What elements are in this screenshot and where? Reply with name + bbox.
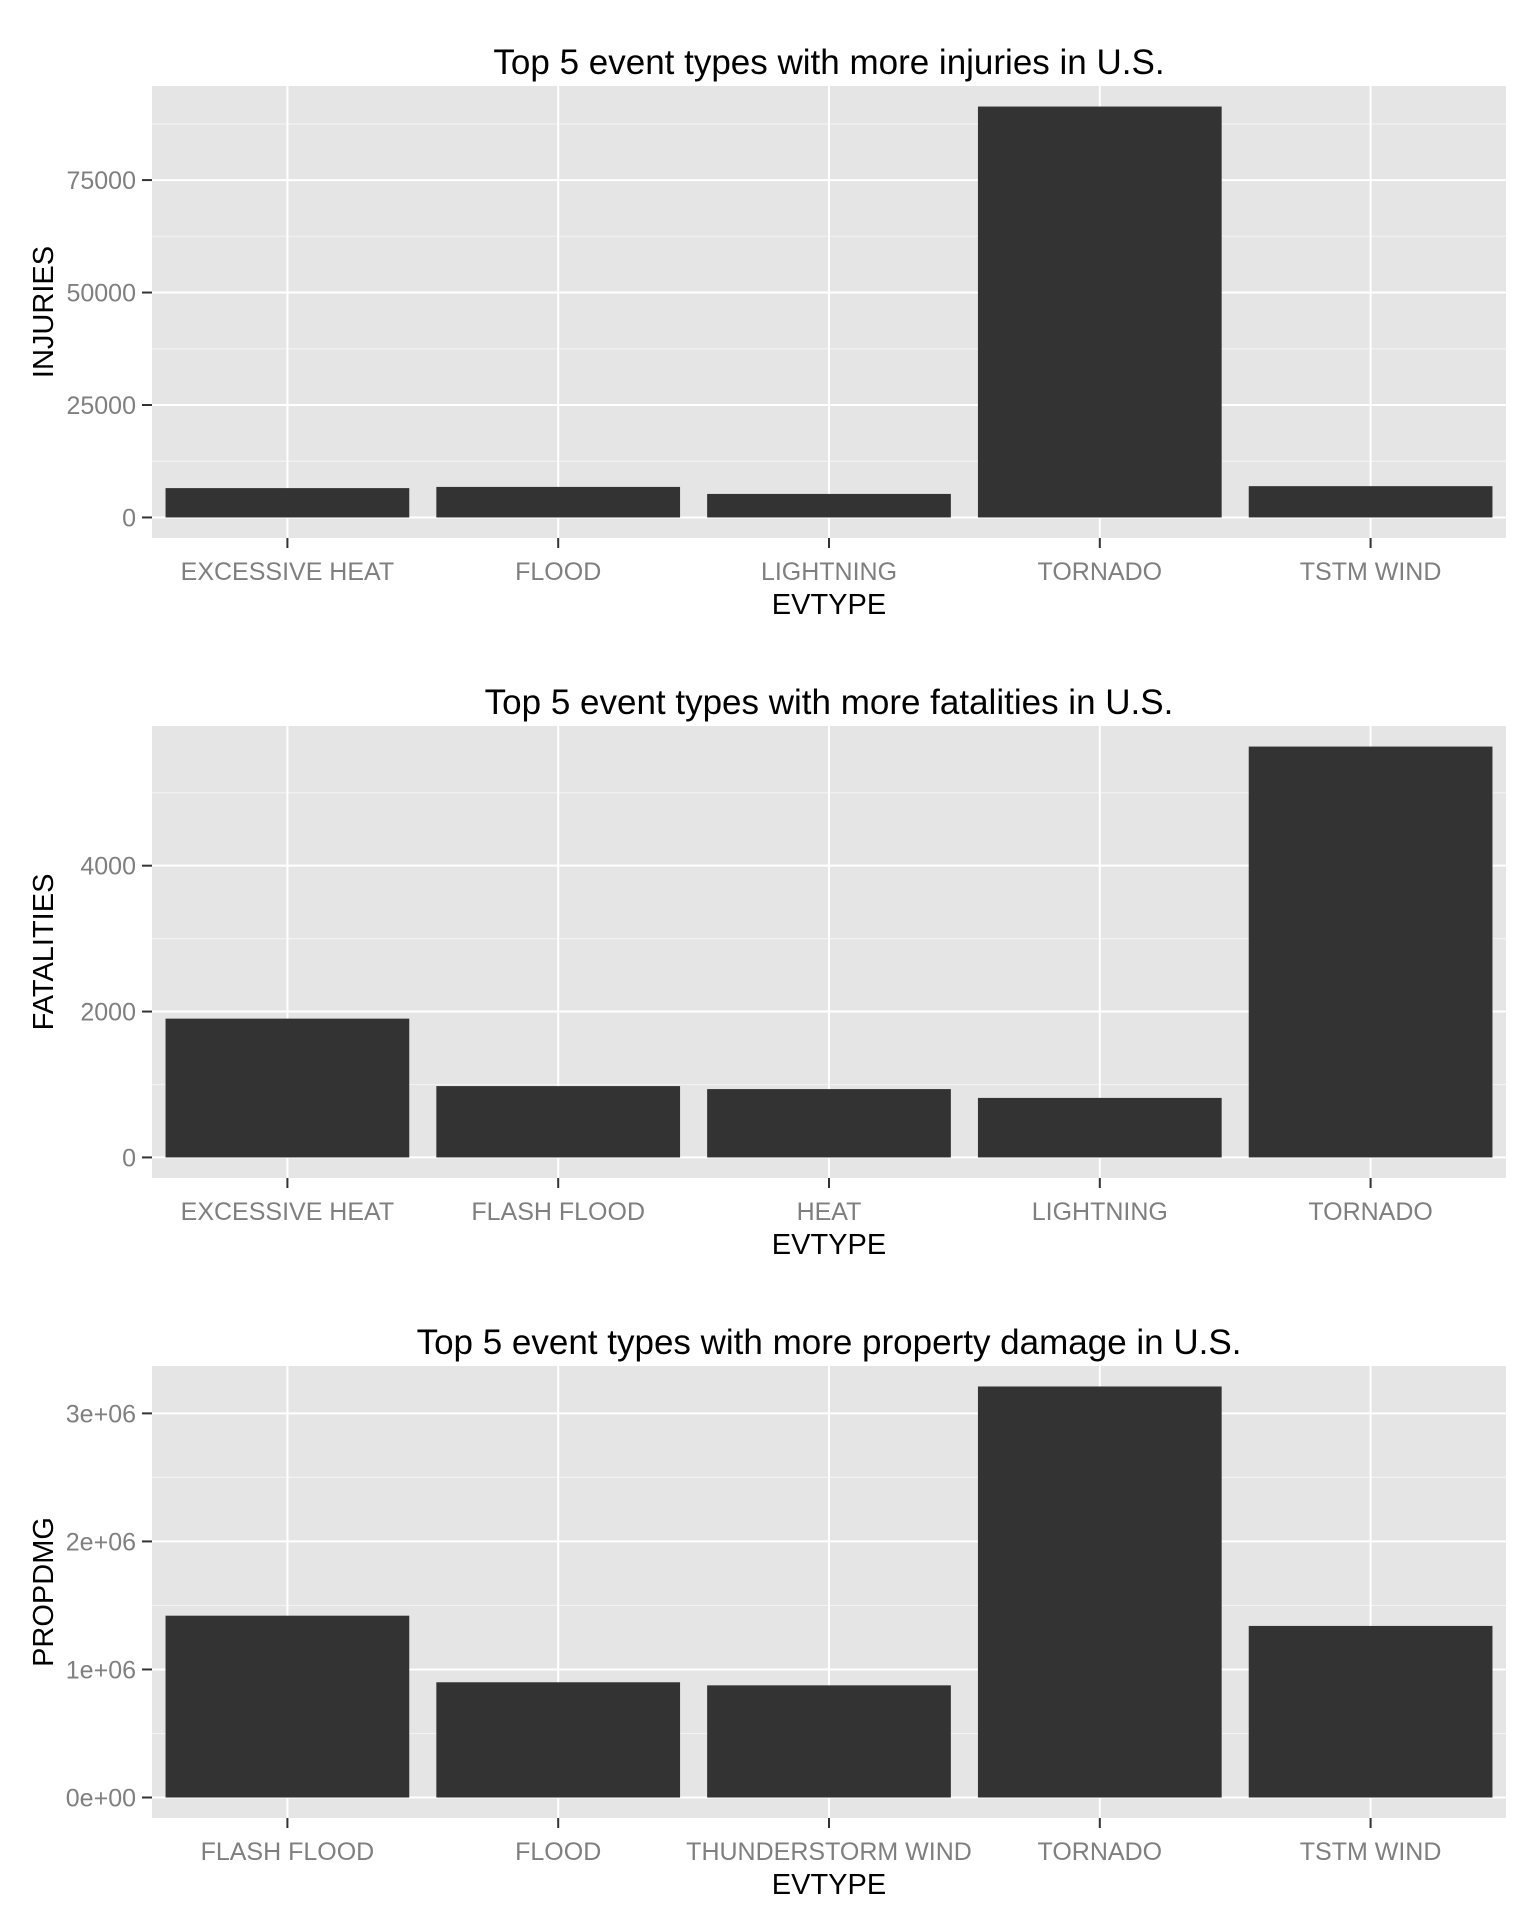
y-tick-label: 0 bbox=[122, 504, 136, 532]
x-tick-label: FLASH FLOOD bbox=[471, 1198, 645, 1226]
bar-heat bbox=[707, 1089, 951, 1158]
bar-flood bbox=[436, 1682, 681, 1798]
y-tick-label: 3e+06 bbox=[66, 1400, 136, 1428]
x-tick-label: FLOOD bbox=[515, 1838, 601, 1866]
x-tick-label: TORNADO bbox=[1308, 1198, 1433, 1226]
y-tick-label: 2000 bbox=[80, 999, 136, 1027]
y-axis-title: PROPDMG bbox=[28, 1517, 60, 1667]
x-tick-label: HEAT bbox=[797, 1198, 862, 1226]
bar-lightning bbox=[977, 1097, 1222, 1158]
x-tick-label: LIGHTNING bbox=[761, 558, 897, 586]
x-axis-title: EVTYPE bbox=[772, 1869, 886, 1901]
y-tick-label: 50000 bbox=[66, 280, 136, 308]
x-tick-label: EXCESSIVE HEAT bbox=[181, 1198, 395, 1226]
chart-title: Top 5 event types with more property dam… bbox=[417, 1323, 1242, 1362]
bar-flash-flood bbox=[436, 1086, 681, 1158]
y-tick-label: 1e+06 bbox=[66, 1656, 136, 1684]
bar-tornado bbox=[977, 1386, 1222, 1798]
y-tick-label: 4000 bbox=[80, 853, 136, 881]
y-tick-label: 75000 bbox=[66, 167, 136, 195]
x-tick-label: TSTM WIND bbox=[1300, 1838, 1442, 1866]
bar-thunderstorm-wind bbox=[707, 1685, 951, 1798]
y-tick-label: 25000 bbox=[66, 392, 136, 420]
x-tick-label: THUNDERSTORM WIND bbox=[686, 1838, 972, 1866]
bar-excessive-heat bbox=[165, 488, 410, 518]
y-axis-title: FATALITIES bbox=[28, 874, 60, 1031]
x-tick-label: EXCESSIVE HEAT bbox=[181, 558, 395, 586]
chart-title: Top 5 event types with more injuries in … bbox=[493, 43, 1164, 82]
chart-title: Top 5 event types with more fatalities i… bbox=[485, 683, 1174, 722]
bar-flood bbox=[436, 486, 681, 518]
bar-tstm-wind bbox=[1248, 1625, 1493, 1798]
bar-tornado bbox=[977, 106, 1222, 518]
x-tick-label: FLASH FLOOD bbox=[201, 1838, 375, 1866]
bar-flash-flood bbox=[165, 1615, 410, 1798]
x-axis-title: EVTYPE bbox=[772, 1229, 886, 1261]
bar-tornado bbox=[1248, 746, 1493, 1158]
y-axis-title: INJURIES bbox=[28, 246, 60, 378]
bar-lightning bbox=[707, 493, 951, 518]
x-axis-title: EVTYPE bbox=[772, 589, 886, 621]
y-tick-label: 0e+00 bbox=[66, 1785, 136, 1813]
x-tick-label: TORNADO bbox=[1038, 558, 1163, 586]
x-tick-label: FLOOD bbox=[515, 558, 601, 586]
x-tick-label: TORNADO bbox=[1038, 1838, 1163, 1866]
injuries-chart: 0 25000 50000 75000 EXCESSIVE HEAT FLOOD LIGHT… bbox=[28, 43, 1506, 621]
y-tick-label: 0 bbox=[122, 1144, 136, 1172]
bar-tstm-wind bbox=[1248, 486, 1493, 518]
x-tick-label: LIGHTNING bbox=[1032, 1198, 1168, 1226]
fatalities-chart: 0 2000 4000 EXCESSIVE HEAT FLASH FLOOD HEAT LI… bbox=[28, 683, 1506, 1261]
x-tick-label: TSTM WIND bbox=[1300, 558, 1442, 586]
y-tick-label: 2e+06 bbox=[66, 1528, 136, 1556]
property-damage-chart: 0e+00 1e+06 2e+06 3e+06 FLASH FLOOD FLOOD THUN… bbox=[28, 1323, 1506, 1901]
bar-excessive-heat bbox=[165, 1018, 410, 1158]
